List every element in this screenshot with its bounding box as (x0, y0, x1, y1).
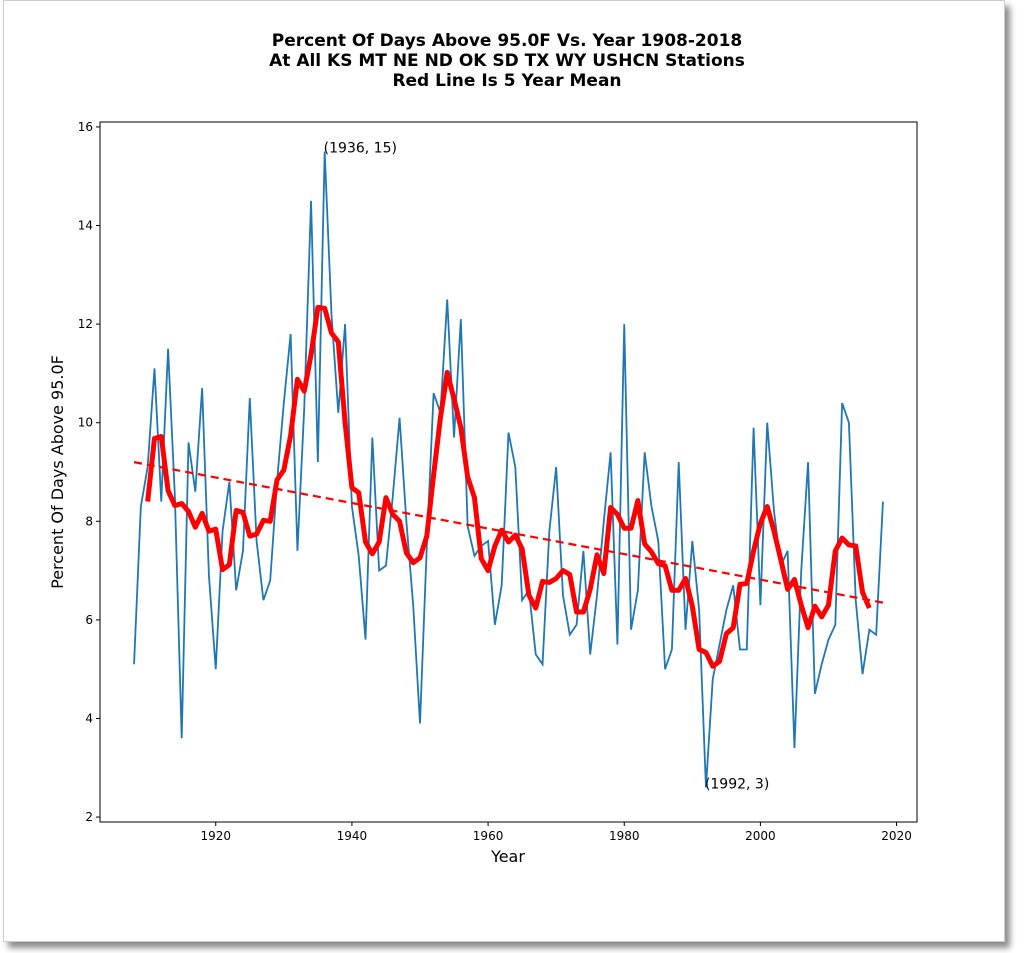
annual-series-line (133, 151, 884, 788)
annotation-min: (1992, 3) (705, 776, 769, 792)
chart-title-line-3: Red Line Is 5 Year Mean (392, 71, 621, 91)
y-tick-label: 4 (85, 711, 93, 725)
x-tick-label: 1980 (609, 829, 640, 843)
chart-title-line-1: Percent Of Days Above 95.0F Vs. Year 190… (272, 31, 742, 51)
figure-frame (3, 0, 1005, 942)
y-tick-label: 10 (78, 416, 93, 430)
five-year-mean-line (145, 304, 872, 669)
annotation-max: (1936, 15) (324, 141, 397, 157)
x-tick-label: 2000 (745, 829, 776, 843)
y-tick-label: 8 (85, 514, 93, 528)
trend-line (133, 461, 884, 604)
y-tick-label: 12 (78, 317, 93, 331)
plot-area (99, 121, 918, 823)
x-axis-label: Year (490, 847, 525, 866)
x-tick-label: 1920 (200, 829, 231, 843)
chart-title-line-2: At All KS MT NE ND OK SD TX WY USHCN Sta… (269, 51, 745, 71)
x-tick-label: 2020 (881, 829, 912, 843)
y-tick-label: 16 (78, 120, 93, 134)
x-tick-label: 1940 (337, 829, 368, 843)
y-tick-label: 6 (85, 613, 93, 627)
y-tick-label: 14 (78, 219, 93, 233)
y-axis-label: Percent Of Days Above 95.0F (48, 355, 67, 589)
y-tick-label: 2 (85, 810, 93, 824)
x-tick-label: 1960 (473, 829, 504, 843)
